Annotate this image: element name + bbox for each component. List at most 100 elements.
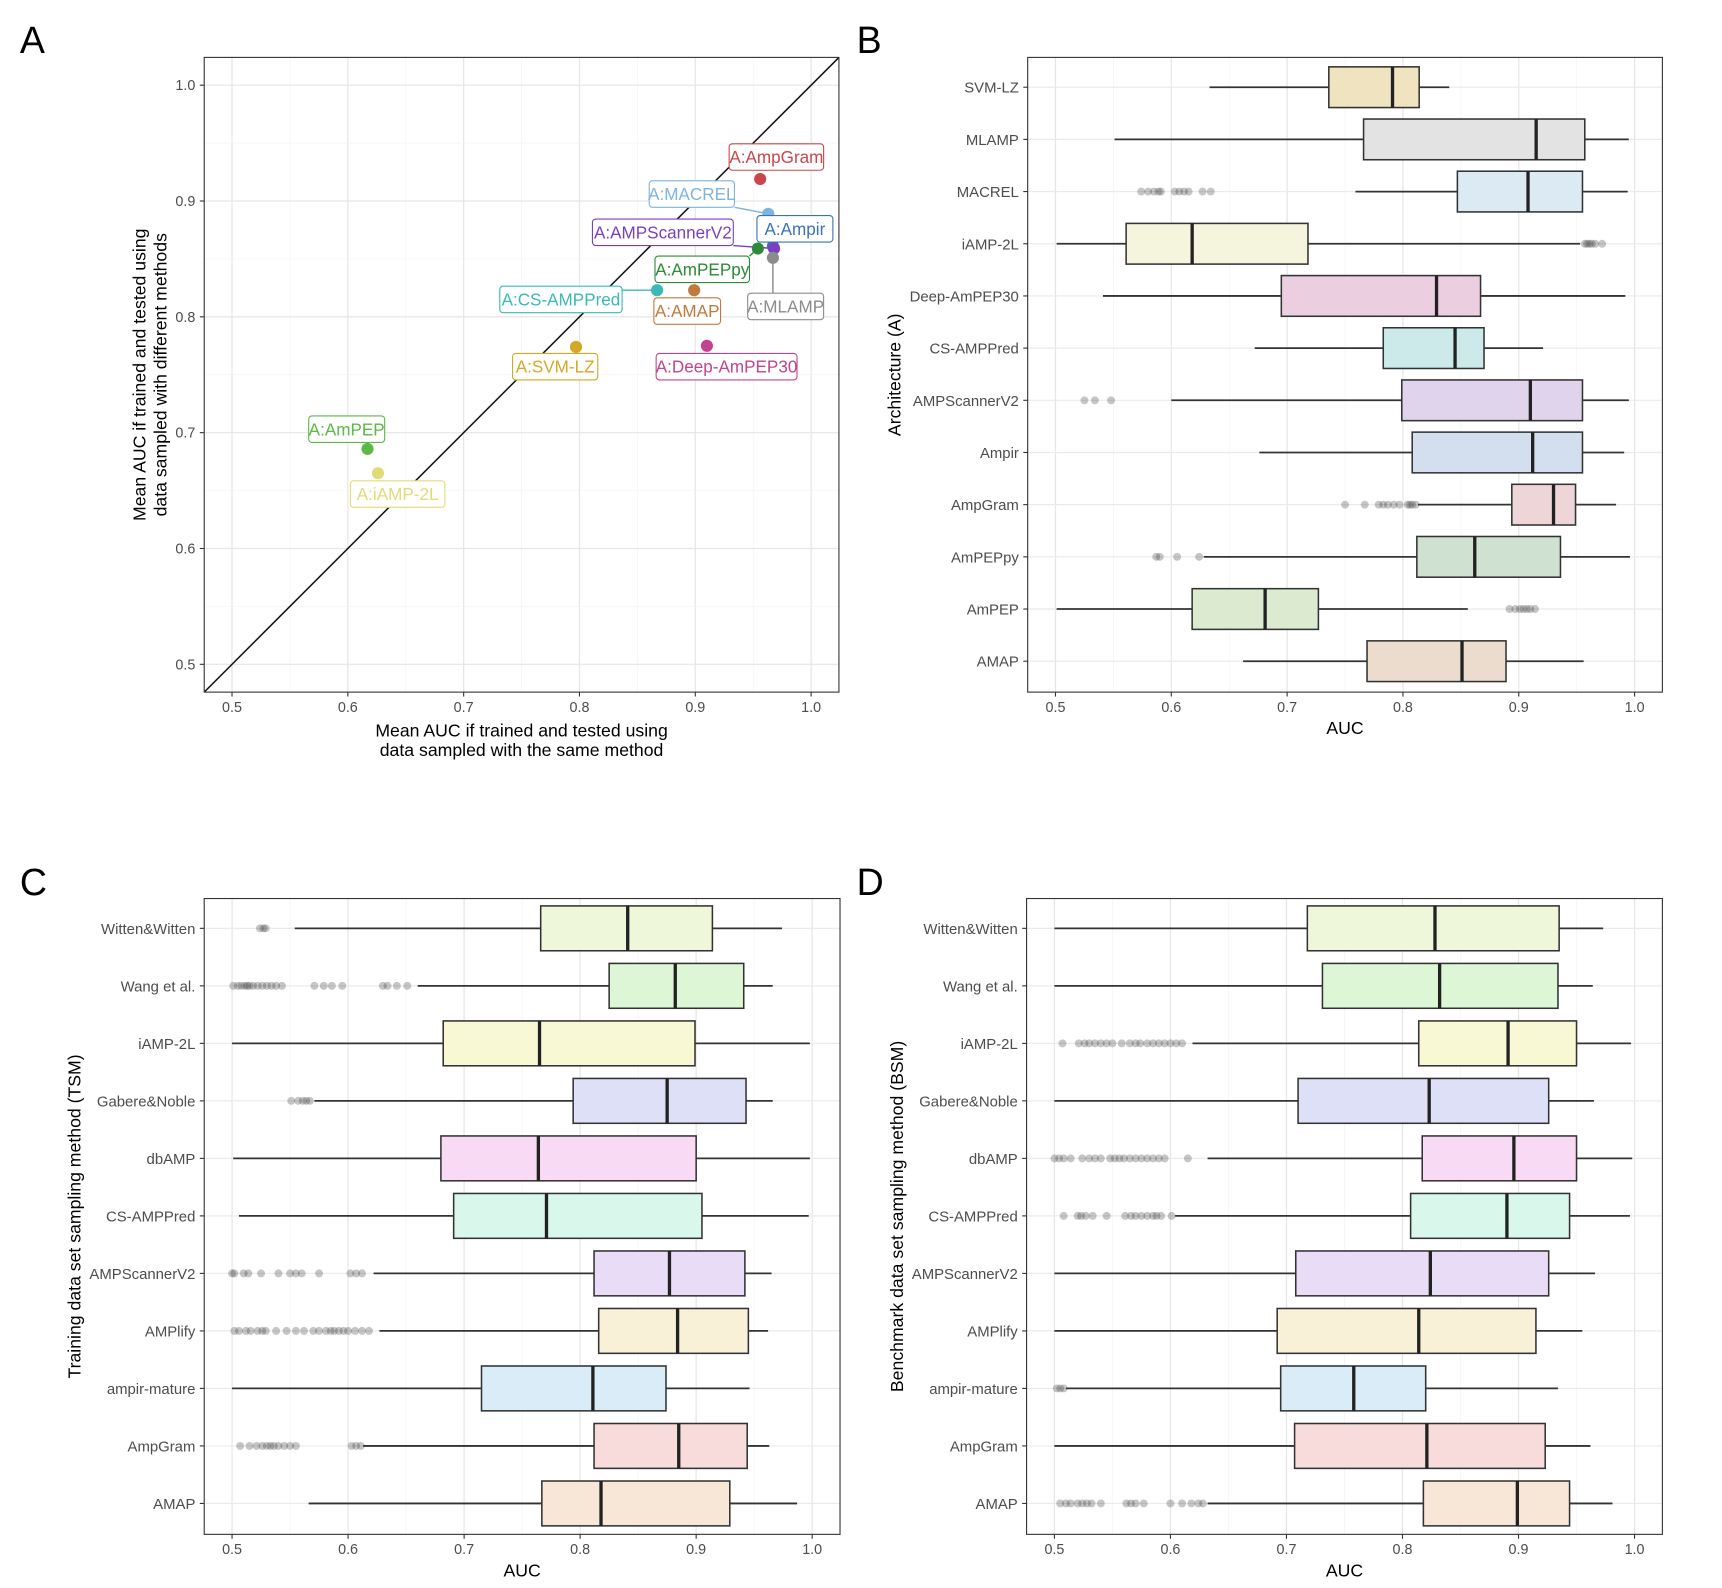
outlier-point <box>237 981 246 990</box>
outlier-point <box>334 1326 343 1335</box>
box-svm-lz <box>1209 66 1450 109</box>
outlier-point <box>1144 187 1153 196</box>
outlier-point <box>287 1096 296 1105</box>
box-ampgram <box>1341 483 1617 526</box>
x-tick-label: 1.0 <box>1625 1542 1645 1558</box>
x-tick-label: 0.7 <box>454 1542 474 1558</box>
category-label: MACREL <box>957 185 1019 201</box>
outlier-point <box>315 1269 324 1278</box>
category-label: Ampir <box>980 446 1019 462</box>
x-tick-label: 0.7 <box>454 700 474 716</box>
iqr-box <box>1294 1250 1550 1297</box>
x-tick-label: 0.6 <box>1161 700 1181 716</box>
outlier-point <box>244 1269 253 1278</box>
outlier-point <box>1395 500 1404 509</box>
boxplot-panel-d: 0.5 0.6 0.7 0.8 0.9 1.0 Witten&Witten Wang et a… <box>887 897 1663 1580</box>
outlier-point <box>1152 1211 1161 1220</box>
point-label-text: A:AMAP <box>655 302 720 321</box>
outlier-point <box>1515 605 1524 613</box>
outlier-point <box>1143 1039 1152 1048</box>
y-tick-label: 1.0 <box>175 78 195 94</box>
outlier-point <box>1090 396 1099 405</box>
outlier-point <box>1598 239 1607 248</box>
iqr-box <box>1511 483 1577 526</box>
outlier-point <box>1198 187 1207 196</box>
point-label-box <box>747 292 825 321</box>
point-label-box <box>511 352 599 381</box>
outlier-point <box>294 1096 303 1105</box>
x-tick-label: 0.8 <box>1393 700 1413 716</box>
outlier-point <box>1137 187 1146 196</box>
outlier-point <box>1073 1499 1082 1508</box>
scatter-panel-a: 0.5 0.6 0.7 0.8 0.9 1.0 0.5 0.6 0.7 0.8 0.9 1.0 A:Am… <box>130 56 840 760</box>
outlier-point <box>1088 1211 1097 1220</box>
box-ampgram <box>1054 1422 1591 1470</box>
x-tick-label: 1.0 <box>802 1542 822 1558</box>
outlier-point <box>1096 1499 1105 1508</box>
outlier-point <box>1184 187 1193 196</box>
outlier-point <box>1526 605 1535 613</box>
outlier-point <box>1058 1039 1067 1048</box>
category-label: AMPScannerV2 <box>89 1267 195 1283</box>
outlier-point <box>1167 1211 1176 1220</box>
box-dbamp <box>1050 1135 1633 1182</box>
outlier-point <box>1085 1039 1094 1048</box>
outlier-point <box>297 1269 306 1278</box>
outlier-point <box>1056 1384 1065 1393</box>
outlier-point <box>277 981 286 990</box>
x-tick-label: 0.9 <box>685 700 705 716</box>
outlier-point <box>258 981 267 990</box>
outlier-point <box>230 1326 239 1335</box>
x-tick-label: 0.8 <box>1393 1542 1413 1558</box>
outlier-point <box>1082 1499 1091 1508</box>
outlier-point <box>1374 500 1383 509</box>
category-label: iAMP-2L <box>138 1037 195 1053</box>
outlier-point <box>255 924 264 933</box>
box-amap <box>1056 1480 1613 1527</box>
data-point <box>767 242 781 255</box>
boxplot-panel-b: 0.5 0.6 0.7 0.8 0.9 1.0 SVM-LZ MLAMP MACREL iAMP-… <box>885 56 1663 738</box>
outlier-point <box>330 1326 339 1335</box>
outlier-point <box>1117 1039 1126 1048</box>
outlier-point <box>1096 1154 1105 1163</box>
x-tick-label: 0.7 <box>1277 700 1297 716</box>
outlier-point <box>364 1326 373 1335</box>
box-iamp-2l <box>232 1020 810 1067</box>
outlier-point <box>1096 1039 1105 1048</box>
x-tick-label: 0.9 <box>686 1542 706 1558</box>
y-axis-title: Architecture (A) <box>885 313 905 436</box>
outlier-point <box>282 1326 291 1335</box>
x-tick-label: 0.8 <box>570 700 590 716</box>
outlier-point <box>274 1441 283 1450</box>
outlier-point <box>259 924 268 933</box>
outlier-point <box>1108 1039 1117 1048</box>
outlier-point <box>1137 1154 1146 1163</box>
outlier-point <box>1056 1499 1065 1508</box>
x-tick-label: 0.5 <box>1044 1542 1064 1558</box>
category-label: dbAMP <box>147 1152 196 1168</box>
outlier-point <box>344 1326 353 1335</box>
iqr-box <box>1421 1135 1578 1182</box>
panel-letter-c: C <box>20 861 47 903</box>
iqr-box <box>541 1480 731 1527</box>
outlier-point <box>1106 1154 1115 1163</box>
box-deep-ampep30 <box>1102 274 1626 318</box>
outlier-point <box>1154 1154 1163 1163</box>
point-label-box <box>728 143 825 171</box>
outlier-point <box>1154 187 1163 196</box>
outlier-point <box>1131 1499 1140 1508</box>
outlier-point <box>1389 500 1398 509</box>
outlier-point <box>261 924 270 933</box>
x-axis-title: data sampled with the same method <box>380 740 664 760</box>
box-ampir-mature <box>232 1365 750 1412</box>
box-iamp-2l <box>1058 1020 1632 1067</box>
x-tick-label: 1.0 <box>801 700 821 716</box>
outlier-point <box>1405 500 1414 509</box>
outlier-point <box>1102 1039 1111 1048</box>
outlier-point <box>298 1096 307 1105</box>
plot-border <box>203 56 840 693</box>
outlier-point <box>1121 1211 1130 1220</box>
outlier-point <box>1155 552 1164 561</box>
outlier-point <box>1110 1154 1119 1163</box>
outlier-point <box>347 1441 356 1450</box>
